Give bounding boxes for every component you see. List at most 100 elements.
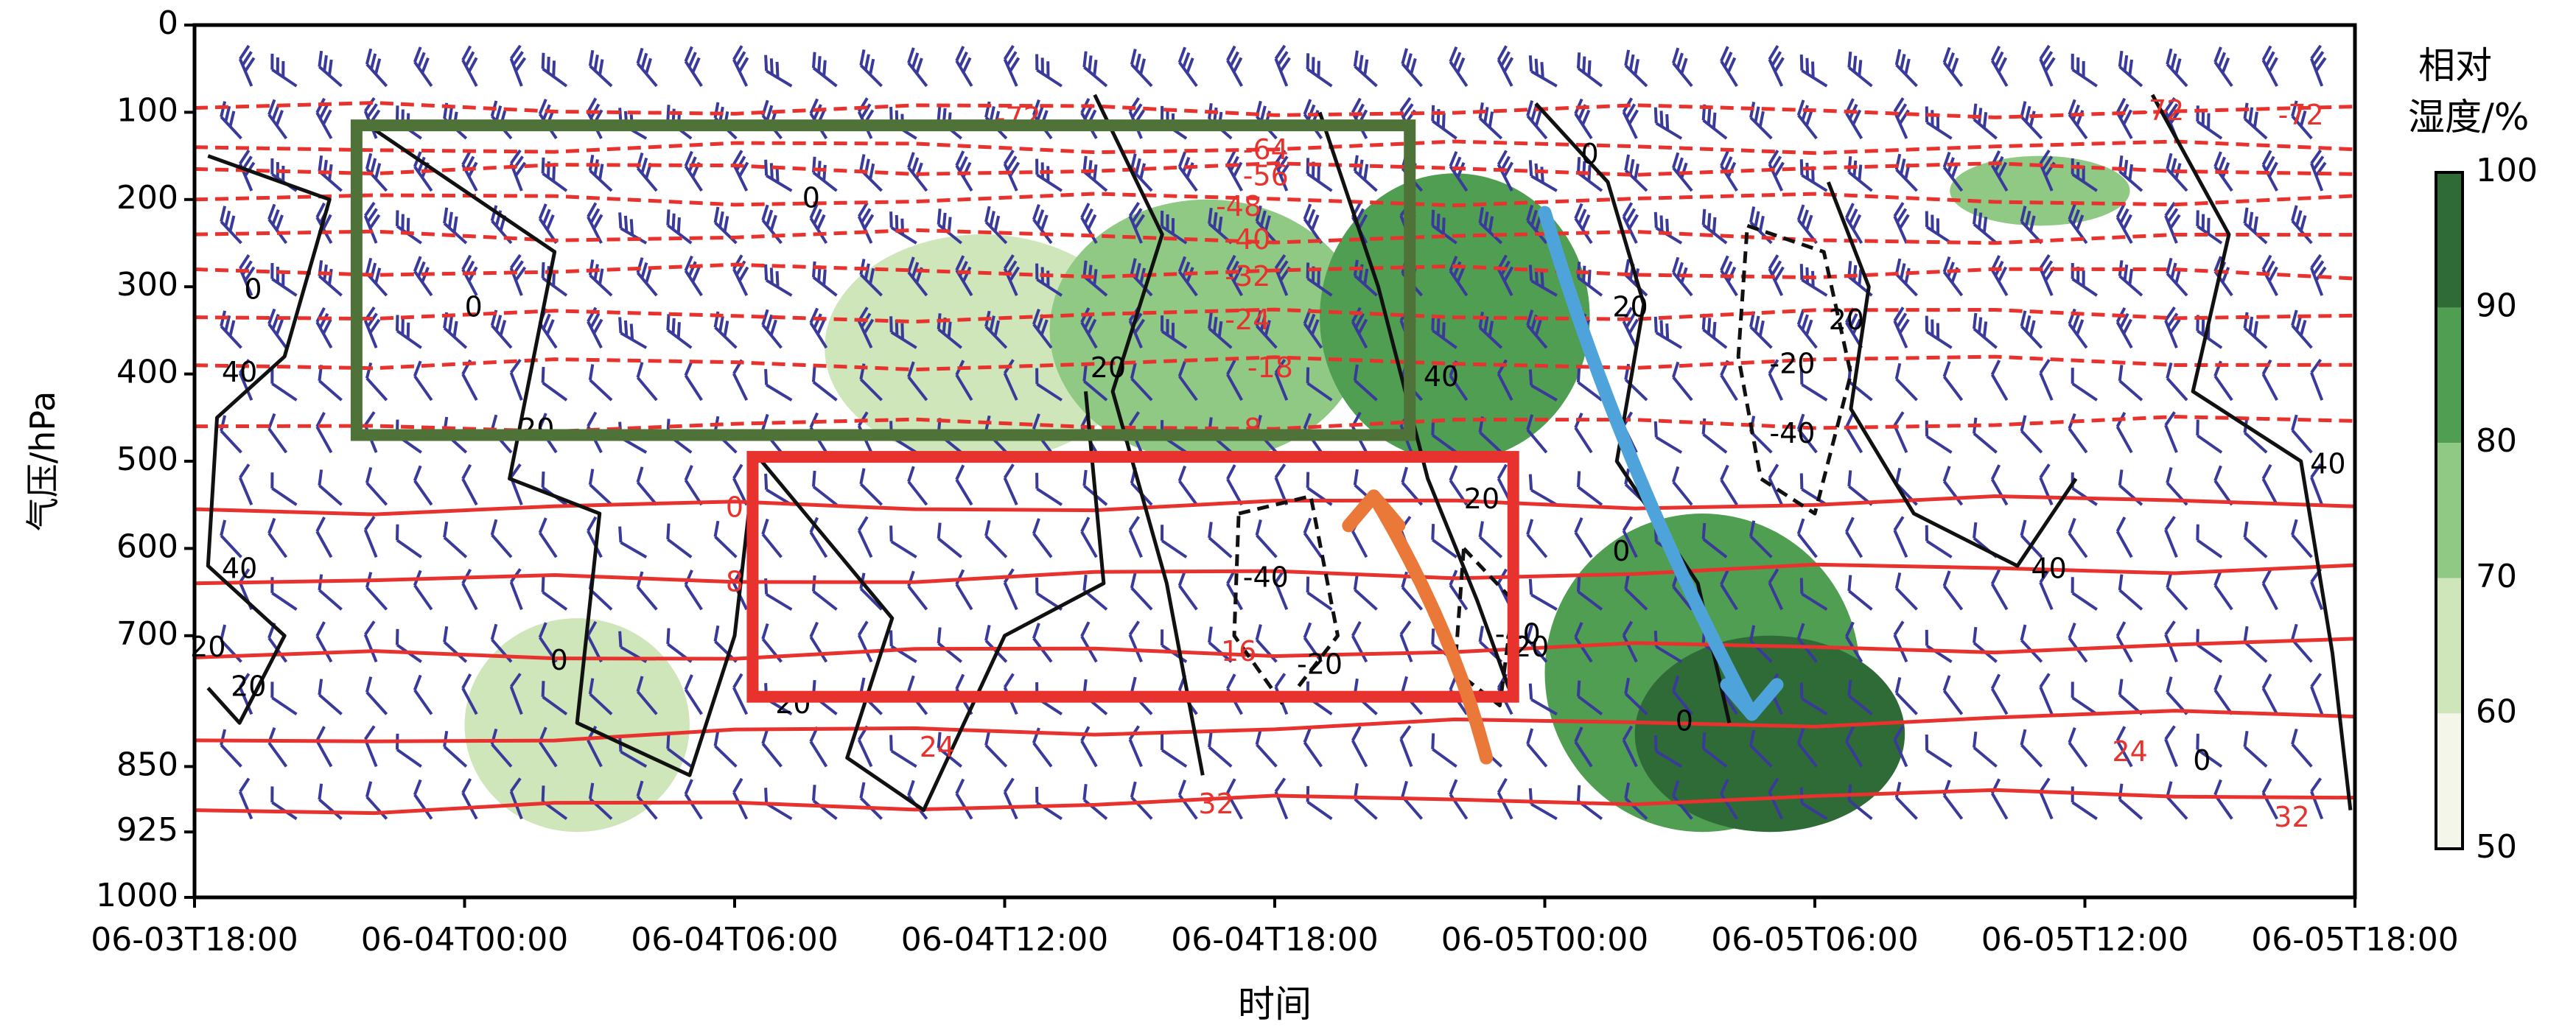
wind-barb <box>1845 516 1863 558</box>
wind-barb <box>363 725 378 768</box>
colorbar-tick-label: 90 <box>2476 287 2517 325</box>
wind-barb <box>1255 309 1278 349</box>
wind-barb <box>1796 623 1818 663</box>
ascent-contour <box>760 391 1106 813</box>
wind-barb <box>238 777 253 820</box>
y-tick-label: 500 <box>116 441 178 478</box>
isotherm <box>195 192 2355 208</box>
wind-barb <box>1306 576 1333 611</box>
velocity-contour-label: 40 <box>222 356 257 388</box>
wind-barb <box>2039 44 2056 87</box>
wind-barb <box>2261 568 2278 611</box>
wind-barb <box>1003 44 1021 87</box>
wind-barb <box>220 729 242 768</box>
wind-barb <box>1128 97 1146 139</box>
isotherm-label: 32 <box>1198 788 1233 820</box>
wind-barb <box>955 778 973 820</box>
wind-barb <box>363 201 381 244</box>
flow-arrow <box>1538 206 1759 721</box>
velocity-contour-label: 20 <box>1612 290 1648 323</box>
wind-barb <box>1035 472 1063 506</box>
wind-barb <box>764 55 793 88</box>
wind-barb <box>857 97 875 139</box>
wind-barb <box>2039 149 2056 192</box>
wind-barb <box>1255 519 1278 558</box>
y-tick-label: 100 <box>116 91 178 129</box>
wind-barb <box>1653 107 1683 140</box>
wind-barb <box>1720 464 1738 506</box>
wind-barb <box>2166 781 2188 820</box>
wind-barb <box>1893 620 1908 663</box>
wind-barb <box>761 728 783 768</box>
wind-barb <box>764 788 793 821</box>
wind-barb <box>764 264 793 297</box>
wind-barb <box>713 520 738 558</box>
wind-barb <box>2020 729 2043 768</box>
wind-barb <box>984 206 1008 245</box>
wind-barb <box>636 257 658 297</box>
wind-barb <box>859 468 883 506</box>
wind-barb <box>267 727 288 768</box>
wind-barb <box>238 254 256 296</box>
wind-barb <box>636 362 658 402</box>
wind-barb <box>365 781 388 820</box>
wind-barb <box>238 463 253 505</box>
wind-barb <box>1893 97 1910 139</box>
wind-barb <box>1576 366 1603 402</box>
wind-barb <box>809 307 828 349</box>
descent-contour <box>1736 223 1853 516</box>
wind-barb <box>1003 463 1018 506</box>
wind-barb <box>1622 202 1639 244</box>
wind-barb <box>220 519 242 558</box>
wind-barb <box>1622 620 1638 663</box>
wind-barb <box>1130 258 1153 297</box>
wind-barb <box>2243 312 2268 349</box>
wind-barb <box>2166 362 2188 402</box>
x-tick-label: 06-05T18:00 <box>2251 921 2459 959</box>
wind-barb <box>1574 203 1593 245</box>
wind-barb <box>1226 254 1243 297</box>
wind-barb <box>1672 466 1693 506</box>
wind-barb <box>1672 152 1693 192</box>
wind-barb <box>684 255 703 297</box>
wind-barb <box>1973 731 1998 768</box>
wind-barb <box>1351 621 1368 663</box>
wind-barb <box>1576 52 1603 88</box>
wind-barb <box>666 732 693 768</box>
wind-barb <box>509 358 523 401</box>
wind-barb <box>1893 202 1910 244</box>
wind-barb <box>1749 311 1773 349</box>
wind-barb <box>937 627 963 663</box>
wind-barb <box>666 628 693 663</box>
wind-barb <box>1749 102 1773 140</box>
velocity-contour-label: 40 <box>1424 360 1459 393</box>
velocity-contour-label: 40 <box>2031 553 2066 585</box>
y-axis-label: 气压/hPa <box>23 391 63 532</box>
wind-barb <box>636 466 658 506</box>
wind-barb <box>809 726 828 768</box>
wind-barb <box>1497 45 1514 87</box>
isotherm <box>195 637 2355 661</box>
wind-barb <box>732 45 749 87</box>
wind-barb <box>1653 316 1683 349</box>
wind-barb <box>907 47 928 88</box>
wind-barb <box>2039 673 2054 715</box>
wind-barb <box>1990 45 2009 87</box>
plot-area: 040402020020002020-40-204020-402002000-2… <box>190 23 2357 900</box>
wind-barb <box>220 415 242 454</box>
wind-barb <box>588 364 613 402</box>
wind-barb <box>684 46 703 87</box>
wind-barb <box>270 368 298 402</box>
wind-barb <box>1526 519 1548 558</box>
wind-barb <box>365 153 388 192</box>
wind-barb <box>1574 517 1593 558</box>
wind-barb <box>1796 518 1818 558</box>
wind-barb <box>1526 728 1548 768</box>
humidity-region <box>1634 635 1905 833</box>
wind-barb <box>2039 463 2054 505</box>
wind-barb <box>1894 572 1918 611</box>
isotherm-label: 0 <box>726 491 743 524</box>
isotherm <box>195 262 2355 281</box>
wind-barb <box>1672 47 1693 88</box>
